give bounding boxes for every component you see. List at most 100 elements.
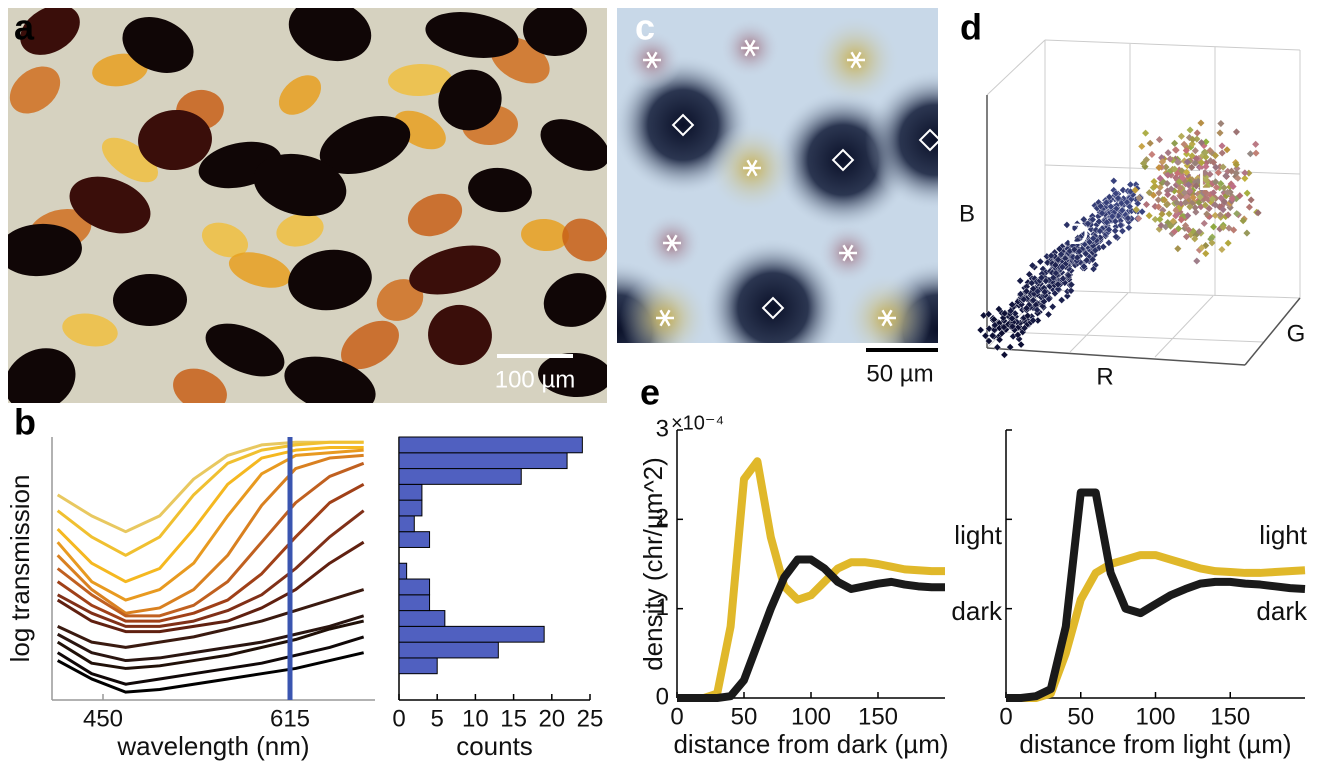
series-line [1006,488,1306,702]
histogram-bar [398,499,423,517]
point [1033,306,1041,314]
point [1088,215,1097,224]
series-line [56,509,365,628]
point [1095,217,1103,226]
point [1171,146,1180,154]
point [1029,296,1038,305]
point [1109,177,1118,185]
star-marker [656,309,674,327]
pigment-cell [278,75,322,115]
point [1036,257,1045,266]
point [1044,310,1053,319]
point [1000,309,1009,318]
y-tick-label: 2 [656,505,669,532]
axis-label: G [1287,320,1306,347]
point [1124,214,1132,222]
y-axis-label: log transmission [5,475,35,663]
point [1197,119,1205,127]
point [1193,257,1201,265]
point [1145,212,1153,220]
point [1125,223,1133,232]
melanophore [319,116,411,174]
point [1216,129,1224,137]
histogram-bar [398,452,568,470]
histogram-bar [398,625,545,643]
melanophore [543,273,607,327]
series-line [56,614,365,663]
point [1064,239,1072,247]
star-stroke [842,244,854,262]
point [1118,227,1127,235]
histogram-bar [398,562,408,580]
series-line [56,619,365,670]
point [1108,212,1117,221]
point [1037,273,1046,282]
point [1006,307,1015,315]
series-label: light [954,520,1002,550]
point [1028,261,1037,270]
series-line [677,457,945,702]
melanophore [468,167,532,213]
point [1142,129,1150,137]
point [1085,238,1094,246]
melanophore [122,17,194,73]
point [984,310,993,318]
histogram-bar [398,657,438,675]
y-tick-label: 3 [656,415,669,442]
point [985,337,993,345]
x-axis-label: wavelength (nm) [116,731,309,761]
point [1200,219,1208,227]
point [1186,126,1194,134]
photo-c [617,8,938,343]
point [1029,284,1037,293]
point [991,321,999,329]
point [1123,198,1131,206]
pigment-cell [62,313,118,347]
point [1252,149,1260,157]
star-marker [743,159,761,177]
histogram-bar [398,483,423,501]
x-tick-label: 100 [1135,703,1175,730]
point [1022,304,1031,312]
point [1096,202,1105,211]
series-line [677,555,945,702]
x-tick-label: 450 [83,705,123,732]
pigment-cell [228,252,292,288]
point [1048,302,1057,311]
melanophore [253,153,347,217]
point [1067,286,1075,295]
point [1118,206,1126,215]
point [1058,263,1067,271]
melanophore [288,8,372,62]
diamond-marker [831,148,855,172]
x-tick-label: 15 [500,705,527,732]
melanophore [8,348,76,403]
series-label: light [1259,520,1307,550]
melanophore [438,69,502,131]
series-line [56,651,365,694]
point [1217,119,1225,128]
point [1042,277,1050,285]
point [1150,177,1158,186]
point [1105,225,1113,234]
point [1202,250,1210,258]
point [1146,139,1154,147]
point [1043,258,1052,267]
x-tick-label: 100 [791,703,831,730]
diamond-marker [918,128,938,152]
melanophore [113,273,187,327]
point [1027,279,1036,287]
point [1232,128,1241,136]
point [1000,323,1008,331]
dark-blob [703,238,843,343]
melanophore [425,12,519,58]
x-tick-label: 5 [431,705,444,732]
point [1000,351,1009,359]
point [1165,210,1173,218]
melanophore [288,249,372,311]
point [1084,219,1092,228]
point [1022,287,1031,296]
histogram-bar [398,578,431,596]
